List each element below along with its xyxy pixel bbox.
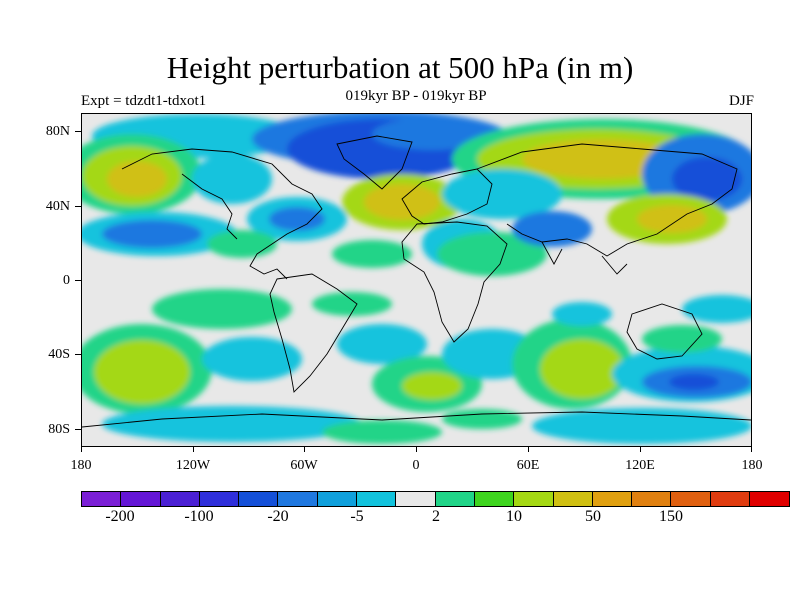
legend-color-box — [357, 492, 397, 506]
lon-tick — [81, 447, 82, 452]
map-title: Height perturbation at 500 hPa (in m) — [166, 50, 634, 85]
legend-color-box — [396, 492, 436, 506]
season-label: DJF — [728, 93, 754, 109]
legend-label: 10 — [506, 508, 522, 525]
period-label: 019kyr BP - 019kyr BP — [345, 88, 487, 104]
contour-map — [81, 113, 752, 447]
lat-label-40s: 40S — [48, 347, 70, 362]
lon-label-120w: 120W — [175, 458, 211, 473]
legend-label: -5 — [350, 508, 364, 525]
legend-color-box — [239, 492, 279, 506]
legend-color-box — [750, 492, 790, 506]
lon-label-180e: 180 — [741, 458, 763, 473]
lon-label-120e: 120E — [625, 458, 655, 473]
legend-label: -100 — [184, 508, 214, 525]
lat-tick — [75, 354, 81, 355]
legend-label: 50 — [585, 508, 601, 525]
lat-label-80s: 80S — [48, 422, 70, 437]
legend-color-box — [435, 492, 475, 506]
legend-label: -200 — [105, 508, 135, 525]
lon-tick — [751, 447, 752, 452]
experiment-label: Expt = tdzdt1-tdxot1 — [81, 93, 207, 109]
legend-label: -20 — [267, 508, 289, 525]
legend-color-box — [592, 492, 633, 506]
legend-color-box — [199, 492, 240, 506]
lon-tick — [416, 447, 417, 452]
legend-color-box — [82, 492, 122, 506]
lon-tick — [528, 447, 529, 452]
legend-color-box — [278, 492, 318, 506]
legend-color-box — [553, 492, 593, 506]
legend-color-box — [671, 492, 711, 506]
contour-fills — [82, 114, 751, 444]
lon-tick — [304, 447, 305, 452]
lon-label-0: 0 — [412, 458, 420, 473]
legend-color-box — [474, 492, 515, 506]
lat-label-40n: 40N — [45, 199, 70, 214]
legend-label: 150 — [659, 508, 683, 525]
lat-tick — [75, 429, 81, 430]
lon-label-60e: 60E — [516, 458, 540, 473]
legend-color-box — [632, 492, 672, 506]
lat-tick — [75, 280, 81, 281]
legend-color-box — [317, 492, 358, 506]
lon-label-180w: 180 — [70, 458, 92, 473]
lon-label-60w: 60W — [290, 458, 318, 473]
contour-field — [82, 114, 751, 446]
coastlines — [82, 135, 751, 428]
lat-label-80n: 80N — [45, 124, 70, 139]
legend-color-box — [121, 492, 161, 506]
lat-tick — [75, 131, 81, 132]
legend-color-box — [160, 492, 200, 506]
lon-tick — [640, 447, 641, 452]
legend-color-box — [514, 492, 554, 506]
lon-tick — [193, 447, 194, 452]
lat-label-0: 0 — [63, 273, 70, 288]
color-legend — [81, 491, 791, 507]
legend-color-box — [710, 492, 751, 506]
lat-tick — [75, 206, 81, 207]
legend-label: 2 — [432, 508, 440, 525]
